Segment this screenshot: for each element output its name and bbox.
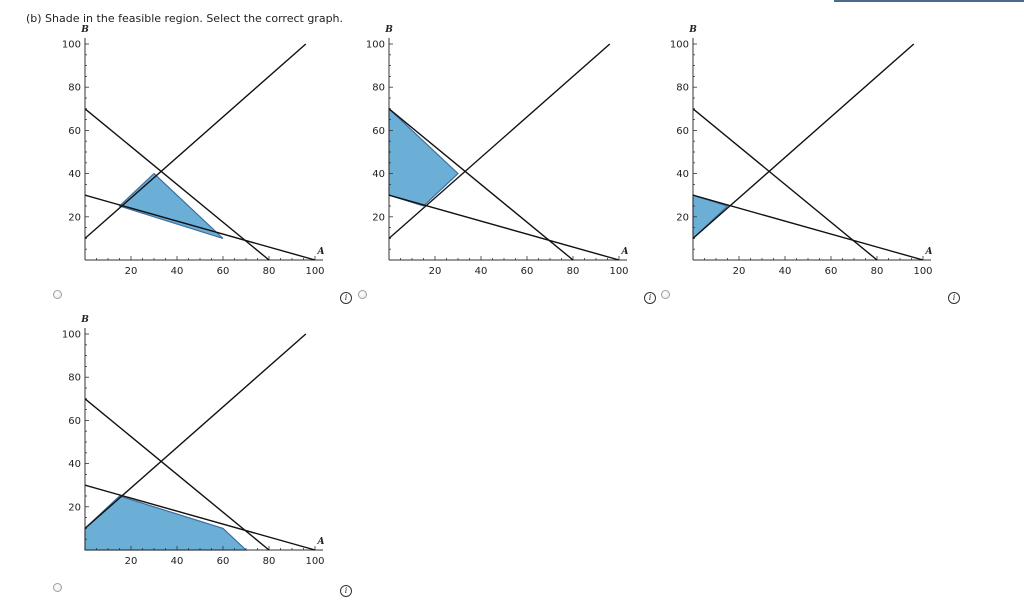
x-tick-label: 100 bbox=[305, 266, 324, 277]
y-tick-label: 80 bbox=[676, 83, 689, 94]
option-1-chart: 20 40 60 80 100 20 40 60 80 100 A B bbox=[62, 25, 325, 277]
x-axis-name: A bbox=[925, 247, 933, 257]
y-tick-label: 20 bbox=[372, 212, 385, 223]
x-tick-label: 100 bbox=[305, 556, 324, 567]
option-3-graph: 20 40 60 80 100 20 40 60 80 100 A B bbox=[658, 25, 958, 304]
x-axis-name: A bbox=[621, 247, 629, 257]
y-tick-label: 80 bbox=[372, 83, 385, 94]
y-tick-label: 100 bbox=[62, 330, 81, 341]
constraint-line-3 bbox=[85, 194, 316, 261]
y-tick-label: 80 bbox=[68, 373, 81, 384]
option-1-graph: 20 40 60 80 100 20 40 60 80 100 A B bbox=[50, 25, 350, 304]
constraint-line-1 bbox=[85, 333, 307, 529]
x-tick-label: 40 bbox=[779, 266, 792, 277]
x-axis-name: A bbox=[317, 247, 325, 257]
option-2-radio[interactable] bbox=[358, 290, 367, 299]
constraint-line-1 bbox=[693, 43, 915, 239]
y-axis-name: B bbox=[384, 25, 393, 35]
option-4-radio[interactable] bbox=[53, 583, 62, 592]
x-tick-label: 60 bbox=[825, 266, 838, 277]
constraint-line-3 bbox=[389, 194, 620, 261]
option-4-graph: 20 40 60 80 100 20 40 60 80 100 A B bbox=[50, 315, 350, 594]
y-tick-label: 40 bbox=[68, 169, 81, 180]
option-1-info-icon[interactable]: i bbox=[340, 292, 352, 304]
constraint-line-2 bbox=[85, 398, 270, 551]
y-tick-label: 100 bbox=[670, 40, 689, 51]
x-tick-label: 60 bbox=[217, 556, 230, 567]
y-axis-name: B bbox=[80, 315, 89, 325]
y-tick-label: 60 bbox=[68, 416, 81, 427]
option-4-chart: 20 40 60 80 100 20 40 60 80 100 A B bbox=[62, 315, 325, 567]
feasible-region bbox=[692, 194, 729, 240]
question-prompt: (b) Shade in the feasible region. Select… bbox=[26, 12, 344, 25]
constraint-line-2 bbox=[389, 108, 574, 261]
y-tick-label: 20 bbox=[676, 212, 689, 223]
y-axis-name: B bbox=[688, 25, 697, 35]
x-tick-label: 80 bbox=[263, 266, 276, 277]
y-tick-label: 40 bbox=[68, 459, 81, 470]
option-3-info-icon[interactable]: i bbox=[948, 292, 960, 304]
x-tick-label: 20 bbox=[125, 266, 138, 277]
y-tick-label: 100 bbox=[62, 40, 81, 51]
y-tick-label: 60 bbox=[676, 126, 689, 137]
x-tick-label: 20 bbox=[733, 266, 746, 277]
y-tick-label: 80 bbox=[68, 83, 81, 94]
constraint-lines bbox=[389, 43, 620, 261]
x-tick-label: 60 bbox=[521, 266, 534, 277]
option-1-radio[interactable] bbox=[53, 290, 62, 299]
option-2-info-icon[interactable]: i bbox=[644, 292, 656, 304]
x-tick-label: 80 bbox=[871, 266, 884, 277]
top-accent-bar bbox=[834, 0, 1024, 2]
constraint-line-3 bbox=[85, 484, 316, 551]
x-tick-label: 60 bbox=[217, 266, 230, 277]
constraint-lines bbox=[85, 333, 316, 551]
constraint-line-2 bbox=[85, 108, 270, 261]
constraint-lines bbox=[693, 43, 924, 261]
x-tick-label: 80 bbox=[567, 266, 580, 277]
x-tick-label: 20 bbox=[125, 556, 138, 567]
x-tick-label: 20 bbox=[429, 266, 442, 277]
x-tick-label: 40 bbox=[171, 556, 184, 567]
y-tick-label: 40 bbox=[676, 169, 689, 180]
x-axis-name: A bbox=[317, 537, 325, 547]
feasible-region bbox=[118, 172, 224, 239]
constraint-line-3 bbox=[693, 194, 924, 261]
y-tick-label: 60 bbox=[68, 126, 81, 137]
y-tick-label: 40 bbox=[372, 169, 385, 180]
constraint-lines bbox=[85, 43, 316, 261]
x-tick-label: 40 bbox=[171, 266, 184, 277]
constraint-line-2 bbox=[693, 108, 878, 261]
y-axis-name: B bbox=[80, 25, 89, 35]
x-tick-label: 100 bbox=[913, 266, 932, 277]
x-tick-label: 80 bbox=[263, 556, 276, 567]
option-2-chart: 20 40 60 80 100 20 40 60 80 100 A B bbox=[366, 25, 629, 277]
y-tick-label: 100 bbox=[366, 40, 385, 51]
x-tick-label: 40 bbox=[475, 266, 488, 277]
option-3-radio[interactable] bbox=[661, 290, 670, 299]
constraint-line-1 bbox=[85, 43, 307, 239]
x-tick-label: 100 bbox=[609, 266, 628, 277]
y-tick-label: 60 bbox=[372, 126, 385, 137]
feasible-region bbox=[84, 495, 248, 551]
y-tick-label: 20 bbox=[68, 212, 81, 223]
option-4-info-icon[interactable]: i bbox=[340, 585, 352, 597]
option-2-graph: 20 40 60 80 100 20 40 60 80 100 A B bbox=[354, 25, 654, 304]
y-tick-label: 20 bbox=[68, 502, 81, 513]
option-3-chart: 20 40 60 80 100 20 40 60 80 100 A B bbox=[670, 25, 933, 277]
